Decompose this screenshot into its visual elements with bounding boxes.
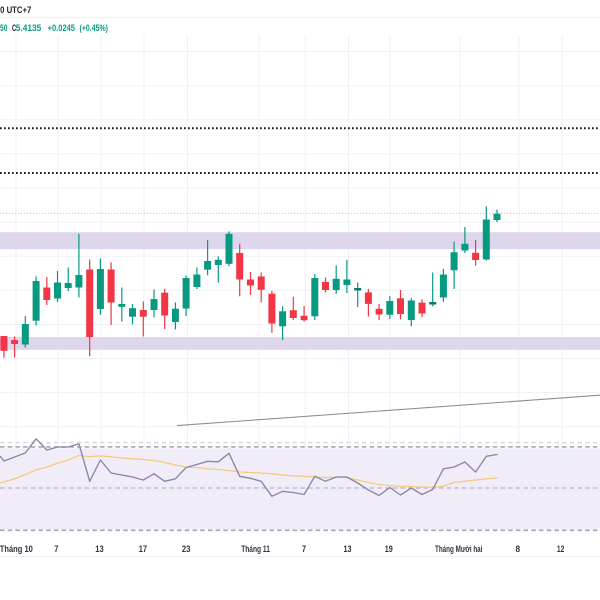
svg-text:8: 8 bbox=[516, 544, 521, 554]
svg-text:12: 12 bbox=[557, 544, 565, 554]
svg-text:C: C bbox=[12, 23, 16, 34]
svg-text:00 UTC+7: 00 UTC+7 bbox=[0, 5, 31, 15]
svg-text:17: 17 bbox=[139, 544, 147, 554]
svg-text:(+0.45%): (+0.45%) bbox=[80, 23, 109, 34]
svg-text:50: 50 bbox=[0, 23, 8, 34]
svg-text:Tháng 11: Tháng 11 bbox=[241, 544, 270, 554]
svg-text:13: 13 bbox=[344, 544, 352, 554]
svg-text:7: 7 bbox=[54, 544, 58, 554]
svg-text:13: 13 bbox=[95, 544, 103, 554]
svg-text:Tháng 10: Tháng 10 bbox=[0, 544, 33, 554]
svg-text:19: 19 bbox=[385, 544, 393, 554]
svg-text:7: 7 bbox=[302, 544, 306, 554]
svg-text:5.4135: 5.4135 bbox=[16, 23, 42, 34]
svg-text:+0.0245: +0.0245 bbox=[48, 23, 76, 34]
svg-text:Tháng Mười hai: Tháng Mười hai bbox=[435, 544, 482, 554]
svg-text:23: 23 bbox=[182, 544, 191, 554]
